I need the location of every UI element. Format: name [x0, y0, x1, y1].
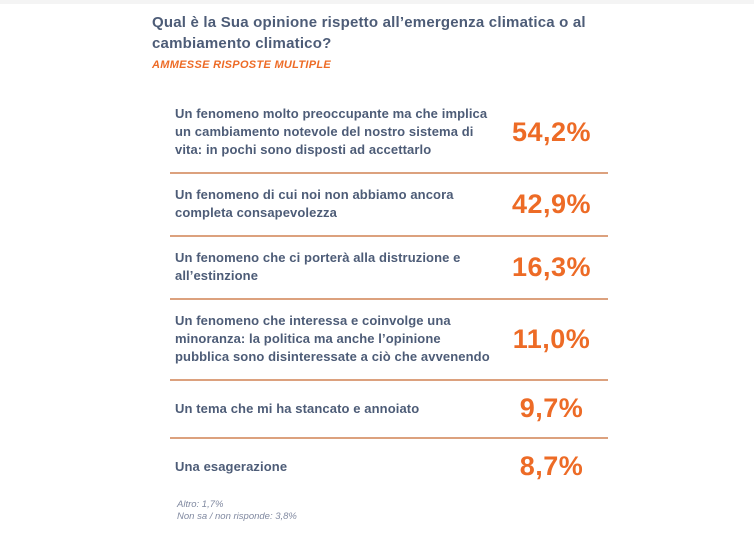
- answer-text: Una esagerazione: [175, 458, 288, 474]
- answer-text: Un fenomeno molto preoccupante ma che im…: [175, 106, 488, 157]
- answer-percentage: 9,7%: [519, 393, 584, 423]
- multiple-answers-note: AMMESSE RISPOSTE MULTIPLE: [152, 59, 332, 71]
- question-title: Qual è la Sua opinione rispetto all’emer…: [152, 14, 586, 52]
- footnote-altro: Altro: 1,7%: [177, 499, 224, 510]
- answer-text: Un fenomeno che ci porterà alla distruzi…: [175, 250, 461, 283]
- answer-text: Un fenomeno di cui noi non abbiamo ancor…: [175, 187, 454, 220]
- answer-text: Un tema che mi ha stancato e annoiato: [175, 400, 420, 416]
- answer-percentage: 54,2%: [511, 116, 592, 147]
- results-list: Un fenomeno molto preoccupante ma che im…: [170, 93, 608, 495]
- answer-percentage: 11,0%: [512, 323, 591, 354]
- survey-row: Un fenomeno di cui noi non abbiamo ancor…: [170, 174, 608, 237]
- slide-content: Qual è la Sua opinione rispetto all’emer…: [152, 12, 610, 523]
- survey-row: Un fenomeno molto preoccupante ma che im…: [170, 93, 608, 174]
- answer-text: Un fenomeno che interessa e coinvolge un…: [175, 313, 490, 364]
- survey-row: Un fenomeno che ci porterà alla distruzi…: [170, 237, 608, 300]
- survey-row: Un tema che mi ha stancato e annoiato 9,…: [170, 381, 608, 439]
- slide-top-edge: [0, 0, 754, 4]
- answer-percentage: 42,9%: [511, 188, 592, 219]
- answer-percentage: 16,3%: [511, 251, 592, 282]
- answer-percentage: 8,7%: [519, 451, 584, 481]
- footnote-non-sa: Non sa / non risponde: 3,8%: [177, 511, 297, 522]
- footnotes: Altro: 1,7% Non sa / non risponde: 3,8%: [177, 499, 610, 523]
- survey-row: Un fenomeno che interessa e coinvolge un…: [170, 300, 608, 381]
- survey-row: Una esagerazione 8,7%: [170, 439, 608, 495]
